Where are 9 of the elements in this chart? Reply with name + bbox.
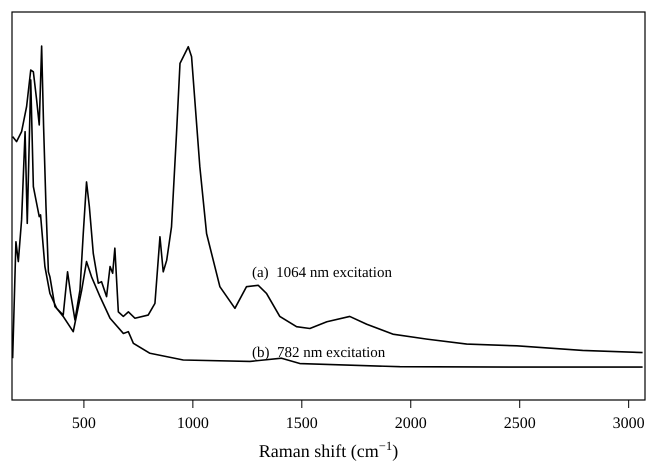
x-tick-label: 2000 [394, 415, 427, 432]
x-tick-label: 1000 [176, 415, 209, 432]
x-axis-title: Raman shift (cm$^{−1}$) [258, 439, 398, 461]
x-tick-label: 3000 [612, 415, 645, 432]
x-tick-label: 1500 [286, 415, 318, 432]
series-label: (a) 1064 nm excitation [252, 265, 392, 281]
x-tick-label: 2500 [504, 415, 536, 432]
x-tick-label: 500 [72, 415, 96, 432]
series-label: (b) 782 nm excitation [252, 345, 386, 361]
